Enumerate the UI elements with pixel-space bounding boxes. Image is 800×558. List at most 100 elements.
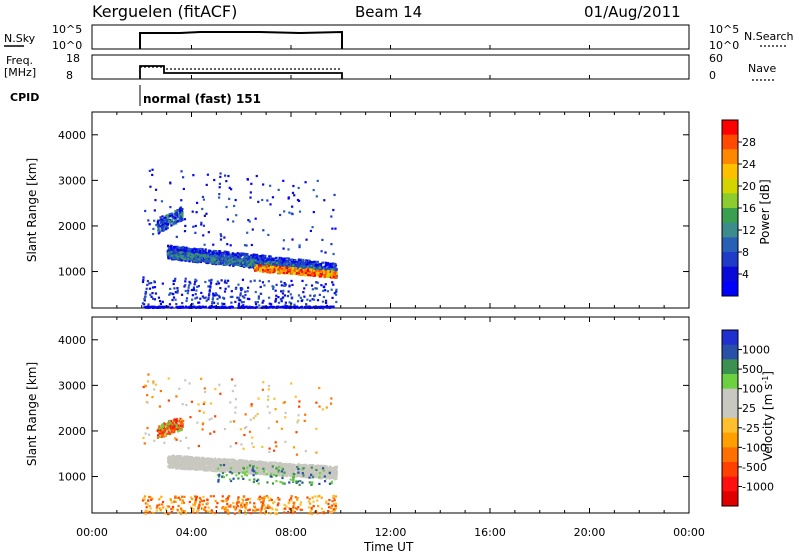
range-gate-cell [144, 210, 146, 212]
nave-label: Nave [748, 62, 776, 75]
range-gate-cell [171, 214, 173, 216]
range-gate-cell [260, 286, 262, 288]
range-gate-cell [240, 253, 242, 255]
range-gate-cell [218, 196, 220, 198]
range-gate-cell [216, 294, 218, 296]
range-gate-cell [210, 281, 212, 283]
range-gate-cell [324, 251, 326, 253]
range-gate-cell [281, 264, 283, 266]
range-gate-cell [289, 259, 291, 261]
range-gate-cell [327, 272, 329, 274]
range-gate-cell [171, 299, 173, 301]
range-gate-cell [307, 274, 309, 276]
range-gate-cell [154, 286, 156, 288]
velocity-ylabel: Slant Range [km] [25, 362, 39, 466]
range-gate-cell [327, 262, 329, 264]
range-gate-cell [195, 225, 197, 227]
beam-label: Beam 14 [355, 3, 422, 21]
range-gate-cell [207, 174, 209, 176]
range-gate-cell [208, 258, 210, 260]
range-gate-cell [252, 228, 254, 230]
range-gate-cell [149, 186, 151, 188]
range-gate-cell [264, 255, 266, 257]
range-gate-cell [262, 302, 264, 304]
range-gate-cell [300, 269, 302, 271]
range-gate-cell [200, 222, 202, 224]
range-gate-cell [163, 229, 165, 231]
range-gate-cell [288, 272, 290, 274]
range-gate-cell [277, 296, 279, 298]
range-gate-cell [291, 284, 293, 286]
range-gate-cell [194, 283, 196, 285]
range-gate-cell [277, 271, 279, 273]
range-gate-cell [243, 301, 245, 303]
range-gate-cell [305, 272, 307, 274]
range-gate-cell [275, 300, 277, 302]
range-gate-cell [311, 226, 313, 228]
freq-trace [140, 66, 342, 79]
range-gate-cell [331, 297, 333, 299]
range-gate-cell [189, 306, 191, 308]
range-gate-cell [145, 291, 147, 293]
range-gate-cell [162, 307, 164, 309]
range-gate-cell [198, 258, 200, 260]
range-gate-cell [260, 293, 262, 295]
range-gate-cell [262, 300, 264, 302]
range-gate-cell [203, 225, 205, 227]
range-gate-cell [238, 297, 240, 299]
range-gate-cell [164, 225, 166, 227]
range-gate-cell [180, 199, 182, 201]
range-gate-cell [219, 259, 221, 261]
range-gate-cell [222, 303, 224, 305]
range-gate-cell [255, 291, 257, 293]
range-gate-cell [176, 251, 178, 253]
range-gate-cell [249, 196, 251, 198]
range-gate-cell [335, 301, 337, 303]
range-gate-cell [153, 280, 155, 282]
range-gate-cell [184, 256, 186, 258]
range-gate-cell [155, 292, 157, 294]
range-gate-cell [288, 269, 290, 271]
range-gate-cell [239, 256, 241, 258]
range-gate-cell [247, 290, 249, 292]
range-gate-cell [330, 215, 332, 217]
range-gate-cell [299, 261, 301, 263]
range-gate-cell [270, 266, 272, 268]
range-gate-cell [283, 272, 285, 274]
range-gate-cell [272, 266, 274, 268]
range-gate-cell [331, 228, 333, 230]
range-gate-cell [159, 229, 161, 231]
range-gate-cell [280, 281, 282, 283]
range-gate-cell [285, 306, 287, 308]
range-gate-cell [159, 300, 161, 302]
nsearch-tick-top: 10^5 [709, 23, 739, 36]
range-gate-cell [299, 244, 301, 246]
range-gate-cell [192, 226, 194, 228]
range-gate-cell [161, 229, 163, 231]
range-gate-cell [257, 301, 259, 303]
range-gate-cell [283, 263, 285, 265]
range-gate-cell [333, 263, 335, 265]
range-gate-cell [147, 219, 149, 221]
range-gate-cell [231, 290, 233, 292]
range-gate-cell [178, 249, 180, 251]
range-gate-cell [322, 290, 324, 292]
range-gate-cell [258, 304, 260, 306]
range-gate-cell [303, 263, 305, 265]
range-gate-cell [153, 220, 155, 222]
range-gate-cell [241, 258, 243, 260]
range-gate-cell [264, 261, 266, 263]
range-gate-cell [161, 200, 163, 202]
range-gate-cell [220, 235, 222, 237]
range-gate-cell [292, 306, 294, 308]
range-gate-cell [166, 214, 168, 216]
range-gate-cell [167, 257, 169, 259]
range-gate-cell [313, 299, 315, 301]
range-gate-cell [208, 297, 210, 299]
range-gate-cell [187, 258, 189, 260]
range-gate-cell [142, 302, 144, 304]
range-gate-cell [196, 202, 198, 204]
range-gate-cell [152, 233, 154, 235]
range-gate-cell [224, 290, 226, 292]
range-gate-cell [194, 257, 196, 259]
